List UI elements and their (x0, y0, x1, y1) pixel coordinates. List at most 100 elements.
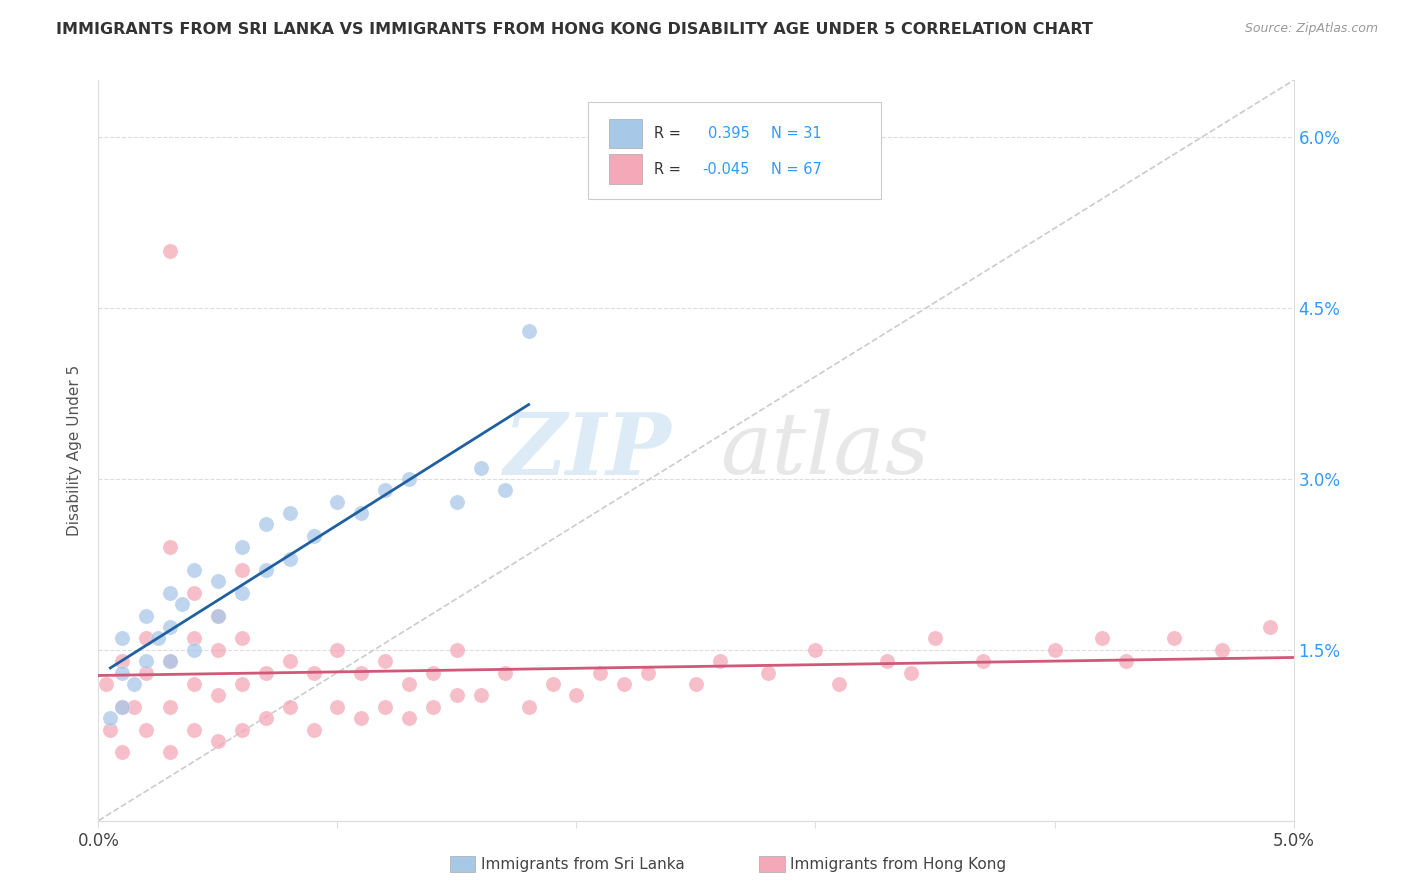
Point (446, 494, 468, 508)
Point (517, 699, 540, 714)
Point (254, 711, 277, 725)
Y-axis label: Disability Age Under 5: Disability Age Under 5 (67, 365, 83, 536)
Point (159, 620, 181, 634)
Point (326, 494, 349, 508)
Point (1115, 654, 1137, 668)
Point (207, 608, 229, 623)
Point (231, 586, 253, 600)
Text: N = 31: N = 31 (772, 126, 823, 141)
Text: R =: R = (654, 126, 681, 141)
Point (302, 723, 325, 737)
Point (135, 723, 157, 737)
Point (183, 677, 205, 691)
Point (398, 677, 420, 691)
Point (159, 745, 181, 759)
Point (374, 699, 396, 714)
Point (111, 699, 134, 714)
Point (111, 699, 134, 714)
Point (159, 654, 181, 668)
Point (1258, 620, 1281, 634)
Text: Source: ZipAtlas.com: Source: ZipAtlas.com (1244, 22, 1378, 36)
Point (470, 689, 492, 703)
Point (231, 632, 253, 646)
Point (207, 689, 229, 703)
Point (231, 541, 253, 555)
Point (159, 586, 181, 600)
Point (94, 677, 117, 691)
Point (135, 632, 157, 646)
Point (172, 597, 194, 611)
Point (207, 608, 229, 623)
Point (398, 472, 420, 486)
Text: 0.395: 0.395 (709, 126, 749, 141)
Point (326, 642, 349, 657)
Point (350, 506, 373, 520)
Point (374, 654, 396, 668)
Point (183, 723, 205, 737)
Point (111, 665, 134, 680)
Text: Immigrants from Sri Lanka: Immigrants from Sri Lanka (481, 857, 685, 871)
Point (685, 677, 707, 691)
Text: R =: R = (654, 161, 681, 177)
Point (207, 574, 229, 589)
Point (231, 677, 253, 691)
Point (183, 642, 205, 657)
Point (828, 677, 851, 691)
Point (98, 711, 122, 725)
Point (135, 608, 157, 623)
Point (111, 745, 134, 759)
Point (422, 699, 444, 714)
Point (398, 711, 420, 725)
Point (111, 632, 134, 646)
Point (470, 460, 492, 475)
Point (278, 551, 301, 566)
Point (709, 654, 731, 668)
Point (183, 632, 205, 646)
Text: atlas: atlas (720, 409, 929, 491)
Text: -0.045: -0.045 (702, 161, 749, 177)
Point (159, 654, 181, 668)
Point (207, 642, 229, 657)
Bar (609, 119, 643, 148)
Point (1211, 642, 1233, 657)
Point (1091, 632, 1114, 646)
Point (148, 632, 170, 646)
Point (278, 699, 301, 714)
Point (350, 665, 373, 680)
Point (972, 654, 994, 668)
Point (111, 654, 134, 668)
Point (613, 677, 636, 691)
Point (231, 723, 253, 737)
Point (900, 665, 922, 680)
Point (159, 699, 181, 714)
Point (350, 711, 373, 725)
Point (589, 665, 612, 680)
Point (135, 654, 157, 668)
Point (565, 689, 588, 703)
Point (494, 483, 516, 498)
Bar (609, 154, 643, 184)
Point (183, 563, 205, 577)
Point (924, 632, 946, 646)
Point (254, 665, 277, 680)
Point (1163, 632, 1185, 646)
Point (422, 665, 444, 680)
Point (207, 734, 229, 748)
Point (124, 677, 146, 691)
Point (254, 563, 277, 577)
Point (302, 665, 325, 680)
Point (159, 541, 181, 555)
Point (804, 642, 827, 657)
Point (135, 665, 157, 680)
Point (446, 689, 468, 703)
Point (98, 723, 122, 737)
Point (494, 665, 516, 680)
Point (446, 642, 468, 657)
Point (278, 506, 301, 520)
Point (637, 665, 659, 680)
Text: Immigrants from Hong Kong: Immigrants from Hong Kong (790, 857, 1007, 871)
Point (876, 654, 898, 668)
Point (517, 324, 540, 338)
Point (183, 586, 205, 600)
Point (124, 699, 146, 714)
